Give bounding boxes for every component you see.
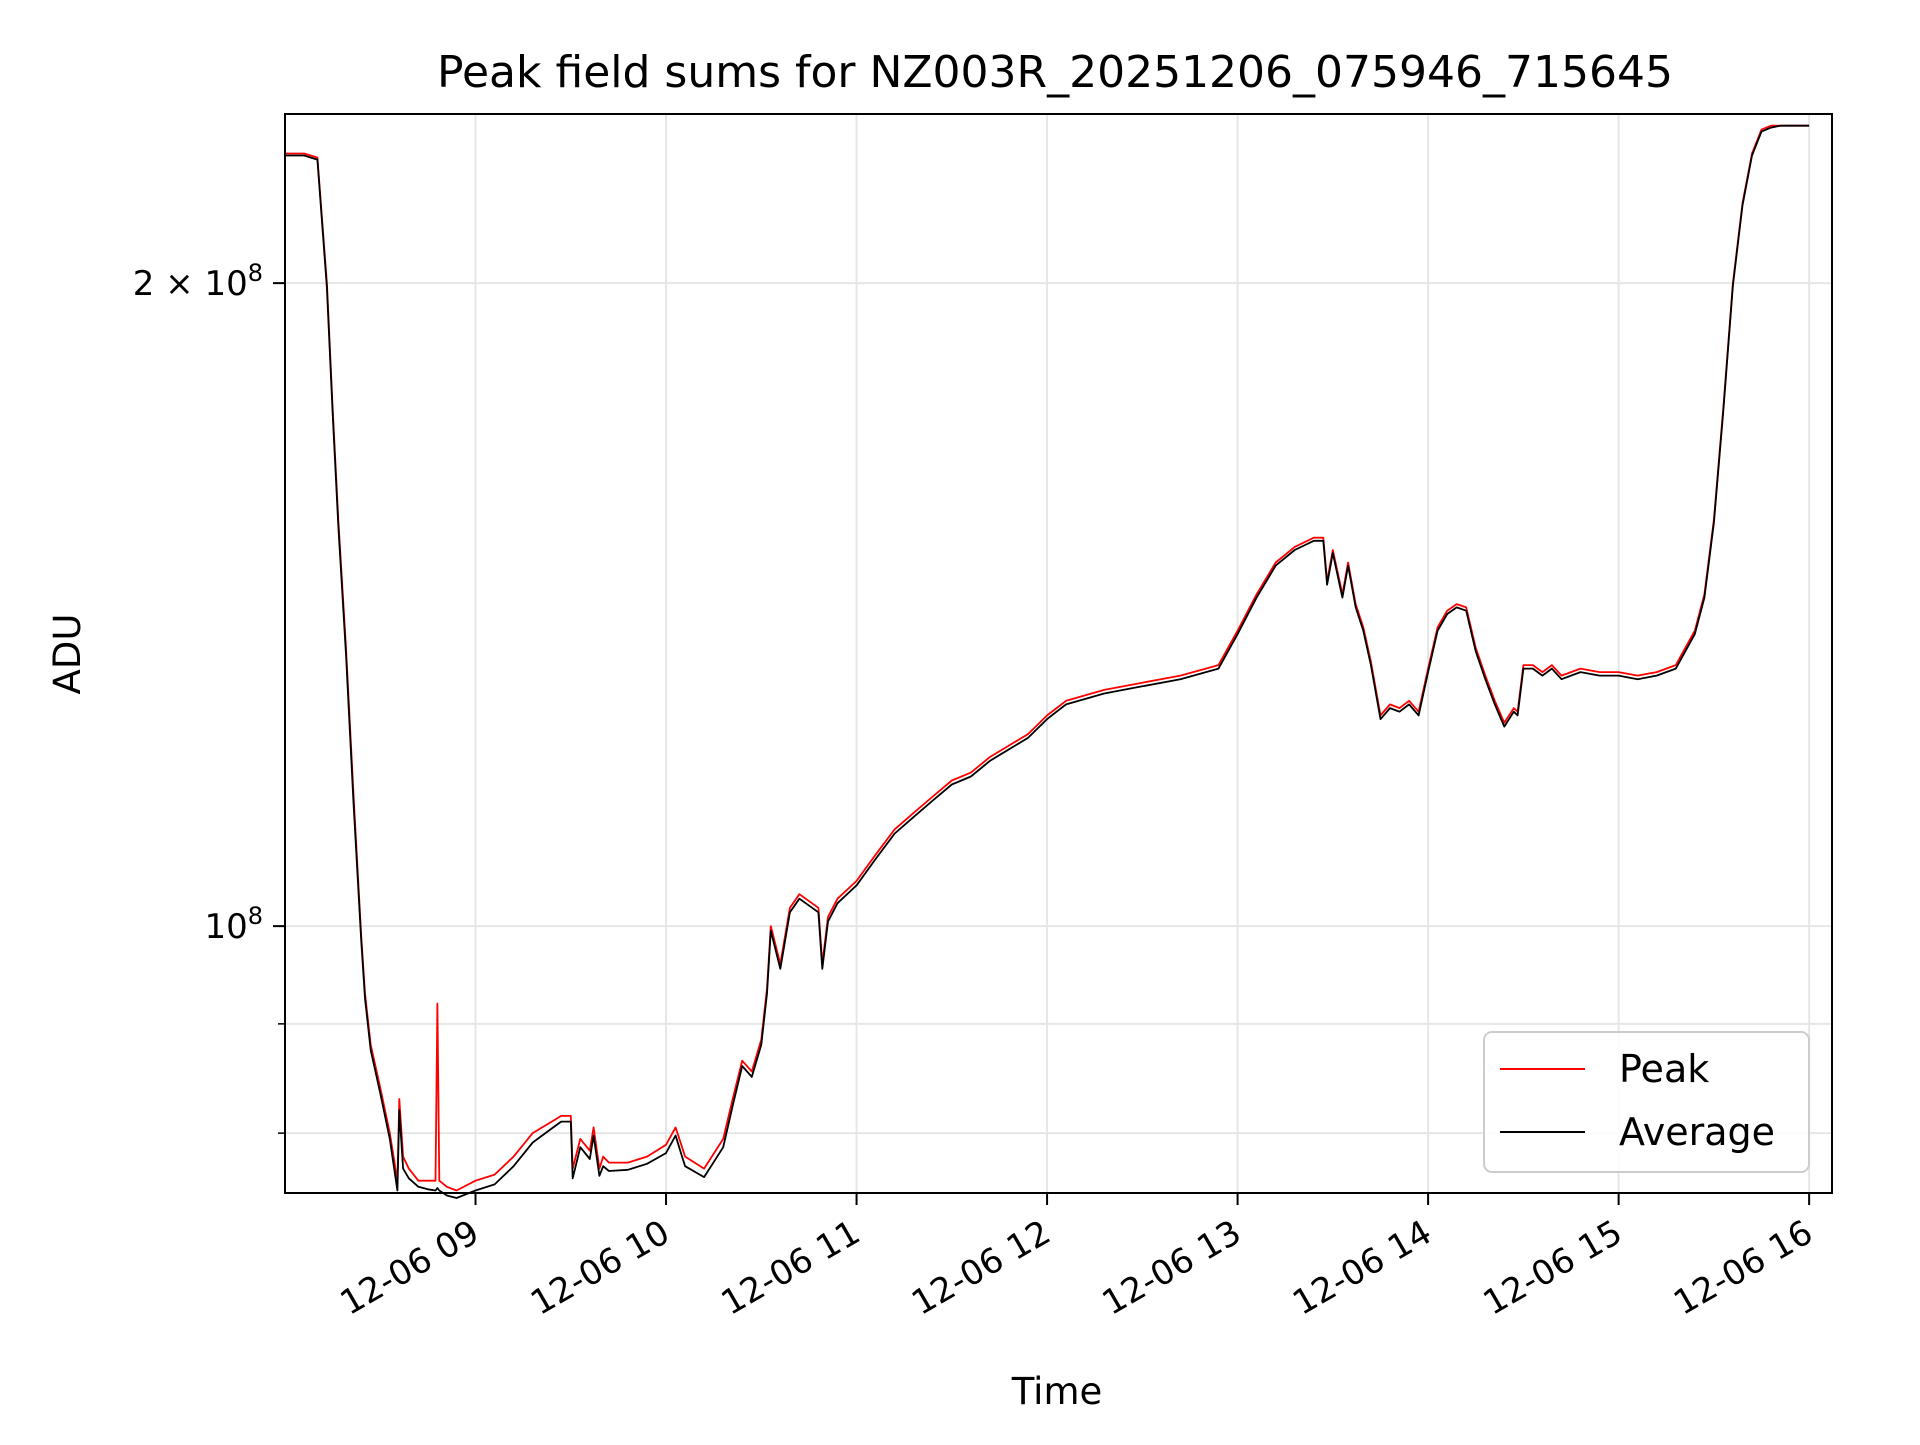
gridlines [285, 114, 1832, 1193]
plot-area-frame [284, 113, 1833, 1194]
x-tick-label: 12-06 14 [1286, 1212, 1438, 1323]
x-tick-label: 12-06 13 [1096, 1212, 1248, 1323]
y-tick-label: 108 [204, 902, 263, 947]
y-tick-label: 2 × 108 [133, 259, 263, 304]
x-tick-label: 12-06 09 [334, 1212, 486, 1323]
legend: Peak Average [1483, 1031, 1810, 1173]
legend-label-average: Average [1619, 1110, 1775, 1154]
x-tick-label: 12-06 10 [524, 1212, 676, 1323]
y-axis-label: ADU [46, 614, 89, 695]
x-tick-label: 12-06 11 [715, 1212, 867, 1323]
legend-label-peak: Peak [1619, 1047, 1709, 1091]
peak-series-line [285, 124, 1810, 1192]
legend-box [1483, 1031, 1810, 1173]
x-axis-label: Time [1011, 1370, 1103, 1413]
x-tick-label: 12-06 12 [905, 1212, 1057, 1323]
x-tick-label: 12-06 15 [1477, 1212, 1629, 1323]
chart-title: Peak field sums for NZ003R_20251206_0759… [437, 47, 1673, 98]
x-tick-label: 12-06 16 [1667, 1212, 1819, 1323]
